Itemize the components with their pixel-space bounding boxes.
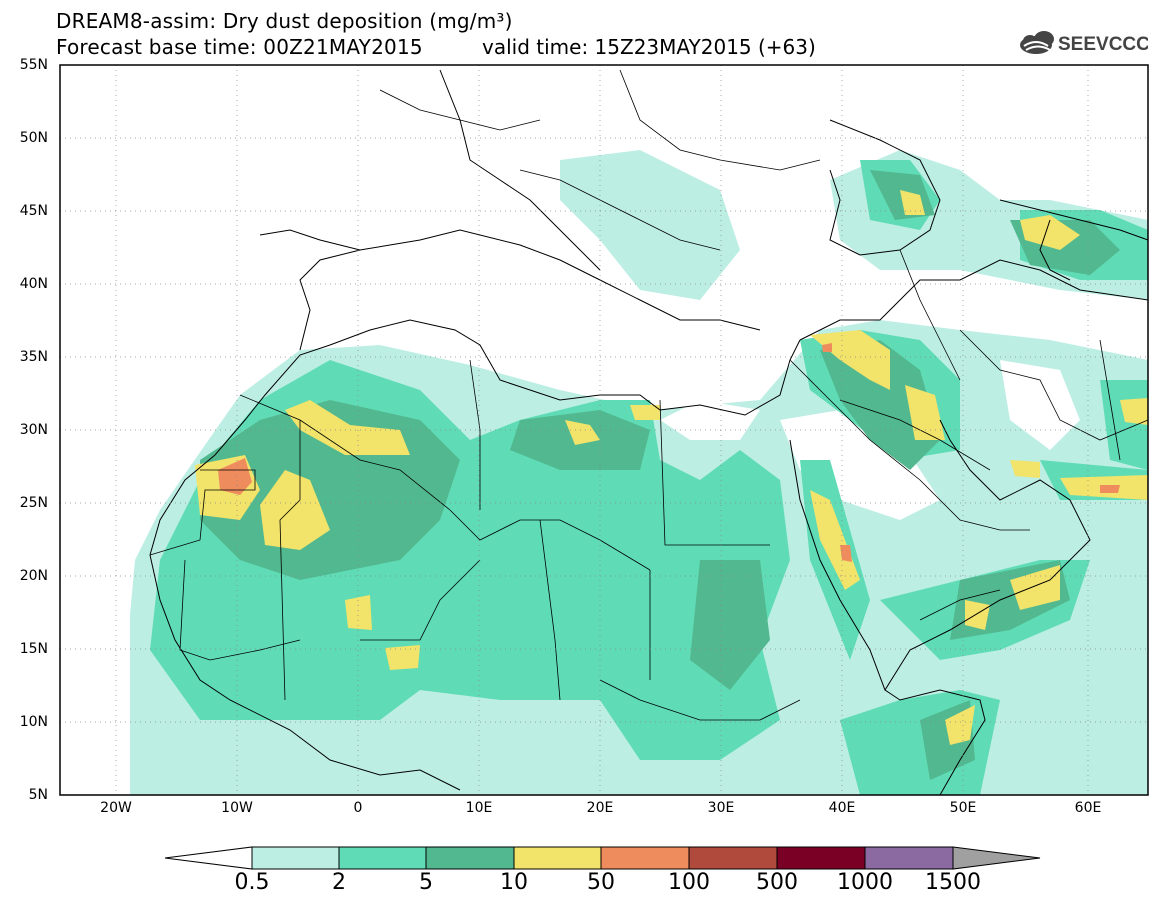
lat-label: 35N: [19, 349, 48, 365]
lon-label: 20E: [586, 800, 614, 816]
lon-label: 40E: [828, 800, 856, 816]
lon-label: 50E: [949, 800, 977, 816]
seevccc-logo: SEEVCCC: [1018, 28, 1150, 62]
colorbar-label: 10: [500, 870, 528, 895]
lat-label: 45N: [19, 203, 48, 219]
lat-label: 40N: [19, 276, 48, 292]
forecast-base-time: Forecast base time: 00Z21MAY2015: [56, 35, 423, 59]
lon-label: 30E: [707, 800, 735, 816]
lat-label: 25N: [19, 495, 48, 511]
lon-label: 10W: [221, 800, 253, 816]
svg-text:SEEVCCC: SEEVCCC: [1058, 34, 1148, 55]
colorbar-label: 0.5: [234, 870, 270, 895]
coastlines: [149, 69, 1148, 795]
lon-label: 0: [353, 800, 363, 816]
map-frame: [59, 64, 1149, 796]
lat-label: 55N: [19, 57, 48, 73]
lat-label: 20N: [19, 568, 48, 584]
lon-label: 60E: [1074, 800, 1102, 816]
lat-label: 10N: [19, 714, 48, 730]
lat-label: 30N: [19, 422, 48, 438]
deposition-level-5: [218, 343, 1120, 562]
lon-label: 20W: [100, 800, 132, 816]
colorbar-label: 50: [587, 870, 615, 895]
colorbar-label: 100: [668, 870, 710, 895]
colorbar-label: 500: [756, 870, 798, 895]
lat-label: 15N: [19, 641, 48, 657]
colorbar-label: 1000: [837, 870, 893, 895]
lat-label: 5N: [28, 787, 48, 803]
colorbar-label: 1500: [925, 870, 981, 895]
graticule: [60, 65, 1148, 795]
colorbar-label: 2: [332, 870, 346, 895]
lon-label: 10E: [465, 800, 493, 816]
lat-label: 50N: [19, 130, 48, 146]
valid-time: valid time: 15Z23MAY2015 (+63): [482, 35, 816, 59]
map-title: DREAM8-assim: Dry dust deposition (mg/m³…: [56, 9, 513, 33]
colorbar-label: 5: [419, 870, 433, 895]
